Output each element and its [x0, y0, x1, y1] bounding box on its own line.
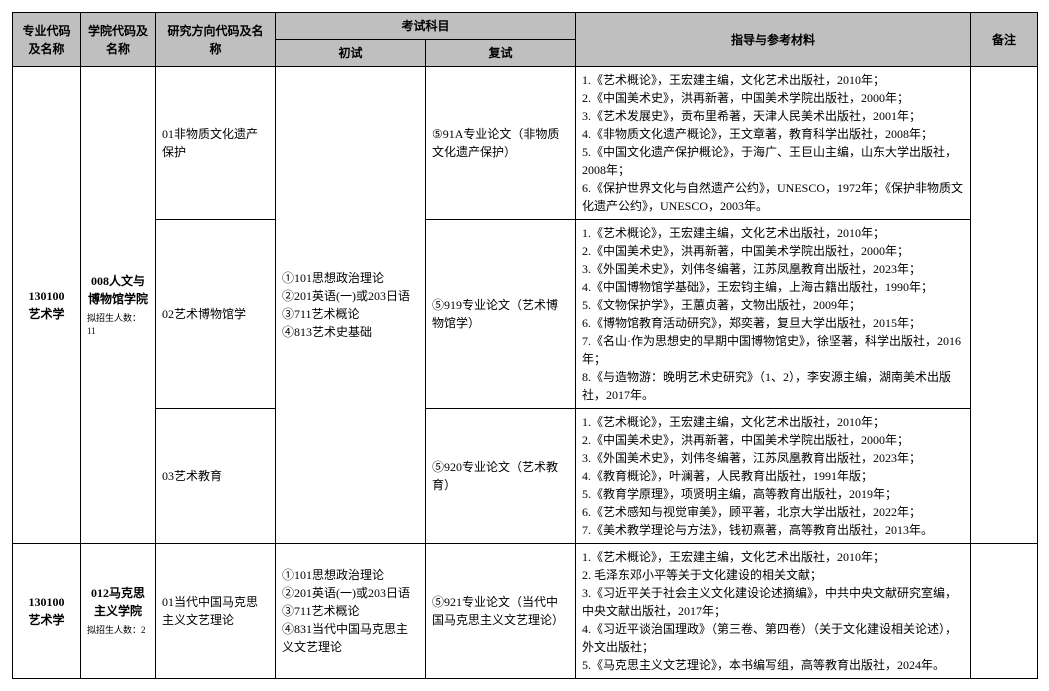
- header-guide: 指导与参考材料: [576, 13, 971, 67]
- college-cell: 008人文与博物馆学院拟招生人数：11: [81, 67, 156, 544]
- header-college: 学院代码及名称: [81, 13, 156, 67]
- table-row: 130100艺术学008人文与博物馆学院拟招生人数：1101非物质文化遗产保护①…: [13, 67, 1038, 220]
- second-exam-cell: ⑤91A专业论文（非物质文化遗产保护）: [426, 67, 576, 220]
- header-major: 专业代码及名称: [13, 13, 81, 67]
- guide-cell: 1.《艺术概论》，王宏建主编，文化艺术出版社，2010年；2.《中国美术史》，洪…: [576, 220, 971, 409]
- table-header: 专业代码及名称 学院代码及名称 研究方向代码及名称 考试科目 指导与参考材料 备…: [13, 13, 1038, 67]
- college-code: 012马克思主义学院: [87, 584, 149, 620]
- college-cell: 012马克思主义学院拟招生人数：2: [81, 544, 156, 679]
- major-cell: 130100艺术学: [13, 67, 81, 544]
- enroll-note: 拟招生人数：2: [87, 624, 149, 638]
- first-exam-cell: ①101思想政治理论②201英语(一)或203日语③711艺术概论④813艺术史…: [276, 67, 426, 544]
- direction-cell: 01当代中国马克思主义文艺理论: [156, 544, 276, 679]
- header-direction: 研究方向代码及名称: [156, 13, 276, 67]
- guide-cell: 1.《艺术概论》，王宏建主编，文化艺术出版社，2010年；2.《中国美术史》，洪…: [576, 409, 971, 544]
- major-name: 艺术学: [19, 305, 74, 323]
- enroll-note: 拟招生人数：11: [87, 312, 149, 339]
- header-exam: 考试科目: [276, 13, 576, 40]
- header-exam-first: 初试: [276, 40, 426, 67]
- second-exam-cell: ⑤919专业论文（艺术博物馆学）: [426, 220, 576, 409]
- direction-cell: 01非物质文化遗产保护: [156, 67, 276, 220]
- note-cell: [971, 544, 1038, 679]
- guide-cell: 1.《艺术概论》，王宏建主编，文化艺术出版社，2010年；2. 毛泽东邓小平等关…: [576, 544, 971, 679]
- note-cell: [971, 67, 1038, 544]
- major-cell: 130100艺术学: [13, 544, 81, 679]
- course-catalog-table: 专业代码及名称 学院代码及名称 研究方向代码及名称 考试科目 指导与参考材料 备…: [12, 12, 1038, 679]
- table-row: 03艺术教育 ⑤920专业论文（艺术教育）1.《艺术概论》，王宏建主编，文化艺术出…: [13, 409, 1038, 544]
- guide-cell: 1.《艺术概论》，王宏建主编，文化艺术出版社，2010年；2.《中国美术史》，洪…: [576, 67, 971, 220]
- college-code: 008人文与博物馆学院: [87, 272, 149, 308]
- second-exam-cell: ⑤920专业论文（艺术教育）: [426, 409, 576, 544]
- major-code: 130100: [19, 287, 74, 305]
- direction-cell: 02艺术博物馆学: [156, 220, 276, 409]
- second-exam-cell: ⑤921专业论文（当代中国马克思主义文艺理论）: [426, 544, 576, 679]
- major-code: 130100: [19, 593, 74, 611]
- direction-cell: 03艺术教育: [156, 409, 276, 544]
- table-row: 130100艺术学012马克思主义学院拟招生人数：201当代中国马克思主义文艺理…: [13, 544, 1038, 679]
- major-name: 艺术学: [19, 611, 74, 629]
- header-note: 备注: [971, 13, 1038, 67]
- table-row: 02艺术博物馆学 ⑤919专业论文（艺术博物馆学）1.《艺术概论》，王宏建主编，文…: [13, 220, 1038, 409]
- table-body: 130100艺术学008人文与博物馆学院拟招生人数：1101非物质文化遗产保护①…: [13, 67, 1038, 679]
- header-exam-second: 复试: [426, 40, 576, 67]
- first-exam-cell: ①101思想政治理论②201英语(一)或203日语③711艺术概论④831当代中…: [276, 544, 426, 679]
